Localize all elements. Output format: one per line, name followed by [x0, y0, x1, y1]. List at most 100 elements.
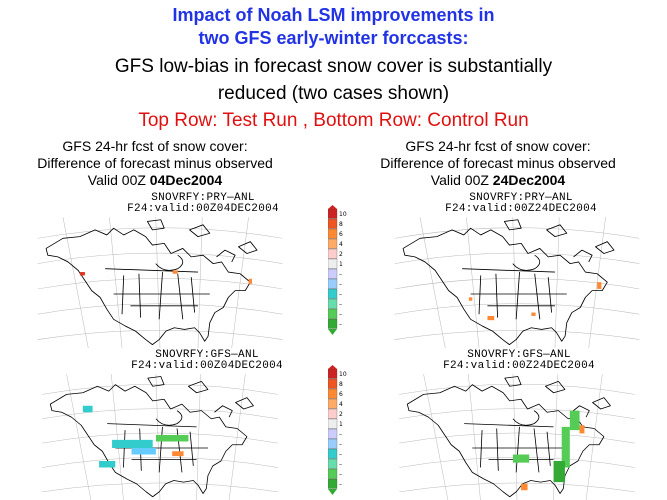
colorbar-label: – — [339, 431, 342, 438]
map-bottom-right — [398, 373, 636, 500]
patch — [131, 448, 156, 455]
colorbar-label: 1 — [339, 421, 343, 428]
colorbar-label: 10 — [339, 211, 347, 218]
colorbar-swatch — [328, 378, 338, 389]
map-top-right — [394, 216, 640, 348]
map-top-left — [37, 216, 283, 348]
colorbar-bottom: 10 8 6 4 2 1 – – – – – – — [328, 365, 347, 495]
colorbar-swatch — [328, 278, 338, 289]
rows-note: Top Row: Test Run , Bottom Row: Control … — [138, 110, 529, 131]
caption-right-line1: GFS 24-hr fcst of snow cover: — [405, 138, 591, 154]
caption-right-valid: Valid 00Z — [430, 172, 493, 188]
caption-right-line2: Difference of forecast minus observed — [380, 155, 616, 171]
map-valid-top-left: F24:valid:00Z04DEC2004 — [127, 203, 279, 215]
map-valid-bottom-left: F24:valid:00Z04DEC2004 — [131, 360, 283, 372]
caption-left-line1: GFS 24-hr fcst of snow cover: — [62, 138, 248, 154]
colorbar-swatch — [328, 318, 338, 329]
caption-left-line3: Valid 00Z 04Dec2004 — [0, 172, 315, 189]
colorbar-bottom-arrow — [328, 329, 337, 335]
title-line-2: two GFS early-winter forccasts: — [198, 28, 469, 48]
colorbar-label: 4 — [339, 401, 343, 408]
colorbar-swatch — [328, 238, 338, 249]
colorbar-top-arrow — [328, 205, 337, 209]
colorbar-swatch — [328, 408, 338, 419]
colorbar-swatch — [328, 288, 338, 299]
snow-diff-patches — [468, 282, 602, 321]
patch — [569, 410, 580, 431]
patch — [531, 312, 536, 316]
patch — [521, 483, 528, 491]
title-line-1: Impact of Noah LSM improvements in — [172, 5, 495, 25]
colorbar-label: – — [339, 451, 342, 458]
map-header-bottom-left: SNOVRFY:GFS—ANL F24:valid:00Z04DEC2004 — [92, 350, 322, 372]
patch — [468, 297, 473, 301]
colorbar-label: 6 — [339, 391, 343, 398]
caption-left-line2: Difference of forecast minus observed — [37, 155, 273, 171]
colorbar-label: 1 — [339, 261, 343, 268]
map-var-bottom-left: SNOVRFY:GFS—ANL — [155, 349, 259, 361]
colorbar-swatch — [328, 428, 338, 439]
colorbar-swatch — [328, 438, 338, 449]
subtitle-line-1: GFS low-bias in forecast snow cover is s… — [114, 56, 553, 77]
patch — [82, 405, 93, 413]
map-header-bottom-right: SNOVRFY:GFS—ANL F24:valid:00Z24DEC2004 — [404, 350, 634, 372]
colorbar-swatch — [328, 228, 338, 239]
colorbar-label: – — [339, 441, 342, 448]
patch — [561, 426, 570, 468]
map-header-top-left: SNOVRFY:PRY—ANL F24:valid:00Z04DEC2004 — [88, 193, 318, 215]
patch — [248, 278, 252, 284]
colorbar-swatch — [328, 268, 338, 279]
map-var-top-left: SNOVRFY:PRY—ANL — [151, 192, 255, 204]
snow-diff-patches — [82, 405, 189, 468]
colorbar-label: – — [339, 281, 342, 288]
patch — [112, 439, 153, 448]
colorbar-swatch — [328, 218, 338, 229]
colorbar-label: – — [339, 321, 342, 328]
patch — [172, 270, 178, 274]
colorbar-label: – — [339, 471, 342, 478]
subtitle-line-2: reduced (two cases shown) — [217, 83, 450, 104]
caption-left-valid: Valid 00Z — [87, 172, 150, 188]
map-header-top-right: SNOVRFY:PRY—ANL F24:valid:00Z24DEC2004 — [406, 193, 636, 215]
snow-diff-patches — [512, 410, 585, 491]
snow-diff-patches — [79, 270, 252, 284]
colorbar-label: – — [339, 461, 342, 468]
patch — [487, 315, 495, 321]
colorbar-top-arrow — [328, 365, 337, 369]
colorbar-label: – — [339, 291, 342, 298]
colorbar-label: – — [339, 301, 342, 308]
colorbar-swatch — [328, 398, 338, 409]
colorbar-swatch — [328, 248, 338, 259]
map-valid-bottom-right: F24:valid:00Z24DEC2004 — [443, 360, 595, 372]
colorbar-swatch — [328, 258, 338, 269]
colorbar-label: 10 — [339, 371, 347, 378]
caption-left-date: 04Dec2004 — [149, 172, 223, 188]
caption-right-date: 24Dec2004 — [492, 172, 566, 188]
caption-right: GFS 24-hr fcst of snow cover: Difference… — [338, 138, 658, 189]
colorbar-label: 6 — [339, 231, 343, 238]
map-bottom-left — [41, 373, 279, 500]
colorbar-swatch — [328, 208, 338, 219]
caption-right-line3: Valid 00Z 24Dec2004 — [338, 172, 658, 189]
colorbar-label: 8 — [339, 381, 343, 388]
patch — [99, 461, 116, 468]
map-var-top-right: SNOVRFY:PRY—ANL — [469, 192, 573, 204]
colorbar-label: 2 — [339, 411, 343, 418]
patch — [579, 425, 585, 434]
patch — [553, 461, 565, 483]
colorbar-swatch — [328, 308, 338, 319]
colorbar-swatch — [328, 478, 338, 489]
colorbar-label: – — [339, 271, 342, 278]
patch — [79, 272, 85, 276]
colorbar-label: 2 — [339, 251, 343, 258]
colorbar-top: 10 8 6 4 2 1 – – – – – – — [328, 205, 347, 335]
map-var-bottom-right: SNOVRFY:GFS—ANL — [467, 349, 571, 361]
colorbar-swatch — [328, 418, 338, 429]
colorbar-swatch — [328, 448, 338, 459]
colorbar-swatch — [328, 468, 338, 479]
colorbar-label: – — [339, 311, 342, 318]
map-valid-top-right: F24:valid:00Z24DEC2004 — [445, 203, 597, 215]
colorbar-bottom-arrow — [328, 489, 337, 495]
patch — [155, 435, 189, 442]
colorbar-label: 4 — [339, 241, 343, 248]
